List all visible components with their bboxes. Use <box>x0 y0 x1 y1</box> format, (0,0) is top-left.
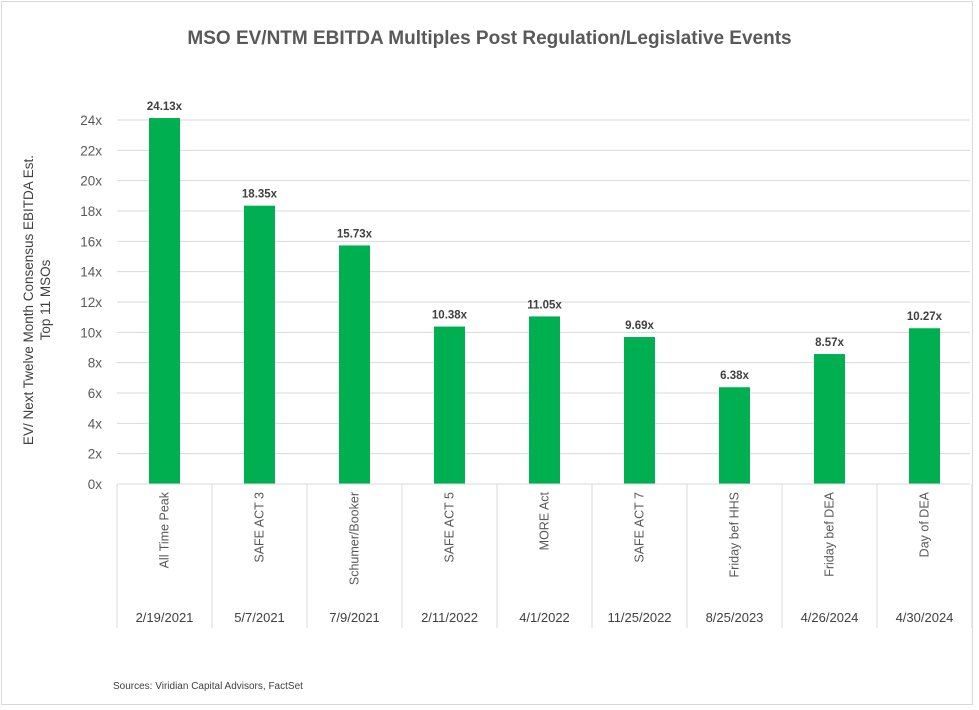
y-tick-label: 14x <box>80 265 102 280</box>
bar <box>909 328 940 484</box>
y-tick-label: 0x <box>88 477 103 492</box>
x-axis: All Time Peak 2/19/2021 SAFE ACT 3 5/7/2021… <box>116 483 973 628</box>
date-label: 2/19/2021 <box>136 610 194 625</box>
bar <box>434 326 465 484</box>
date-label: 4/1/2022 <box>519 610 570 625</box>
date-label: 2/11/2022 <box>421 610 478 625</box>
date-label: 5/7/2021 <box>234 610 285 625</box>
data-label: 11.05x <box>527 299 562 311</box>
category-label: Schumer/Booker <box>348 492 362 585</box>
category-label: SAFE ACT 7 <box>633 492 647 563</box>
category-label: Day of DEA <box>918 491 932 557</box>
data-label: 15.73x <box>337 228 373 240</box>
category-label: SAFE ACT 3 <box>253 492 267 563</box>
data-label: 9.69x <box>625 320 654 332</box>
data-labels: 24.13x 18.35x 15.73x 10.38x 11.05x 9.69x 6.38x… <box>147 101 943 382</box>
category-label: Friday bef HHS <box>728 492 742 577</box>
data-label: 6.38x <box>720 370 749 382</box>
y-tick-label: 8x <box>88 356 103 371</box>
category-label: SAFE ACT 5 <box>443 492 457 563</box>
bar <box>529 316 560 484</box>
y-tick-label: 10x <box>80 325 102 340</box>
bar <box>814 354 845 484</box>
y-tick-label: 4x <box>88 416 103 431</box>
data-label: 8.57x <box>815 337 844 349</box>
y-tick-label: 22x <box>80 143 102 158</box>
category-label: Friday bef DEA <box>823 491 837 576</box>
y-tick-label: 16x <box>80 234 102 249</box>
data-label: 18.35x <box>242 189 278 201</box>
y-tick-label: 6x <box>88 386 103 401</box>
date-label: 8/25/2023 <box>706 610 764 625</box>
date-label: 7/9/2021 <box>329 610 380 625</box>
source-note: Sources: Viridian Capital Advisors, Fact… <box>113 681 303 692</box>
bars <box>149 118 940 485</box>
bar <box>149 118 180 485</box>
y-tick-label: 2x <box>88 447 103 462</box>
y-tick-label: 18x <box>80 204 102 219</box>
category-label: MORE Act <box>538 491 552 550</box>
y-tick-label: 24x <box>80 113 102 128</box>
bar <box>244 205 275 485</box>
bar <box>624 337 655 484</box>
date-label: 11/25/2022 <box>607 610 671 625</box>
data-label: 24.13x <box>147 101 183 113</box>
date-label: 4/30/2024 <box>896 610 954 625</box>
chart-title: MSO EV/NTM EBITDA Multiples Post Regulat… <box>187 28 792 49</box>
date-label: 4/26/2024 <box>801 610 859 625</box>
data-label: 10.38x <box>432 310 468 322</box>
y-axis-ticks: 0x 2x 4x 6x 8x 10x 12x 14x 16x 18x 20x 22x 24x <box>80 113 102 492</box>
y-tick-label: 20x <box>80 174 102 189</box>
bar <box>719 387 750 484</box>
bar <box>339 245 370 484</box>
y-tick-label: 12x <box>80 295 102 310</box>
data-label: 10.27x <box>907 311 943 323</box>
category-label: All Time Peak <box>158 491 172 568</box>
